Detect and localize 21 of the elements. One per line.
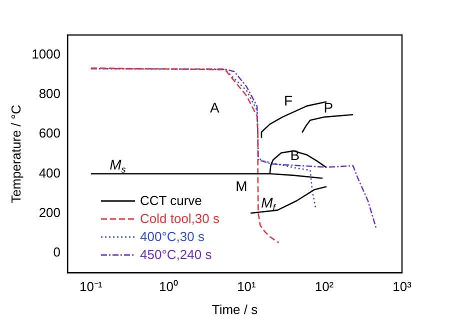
y-tick-label: 600	[38, 126, 61, 141]
x-tick-label: 10²	[314, 279, 334, 294]
annotation: M	[236, 178, 248, 194]
x-tick-label: 10⁰	[158, 279, 178, 294]
legend-label: 450°C,240 s	[140, 246, 212, 264]
y-tick-label: 0	[53, 244, 61, 260]
x-axis-title: Time / s	[212, 302, 258, 317]
x-tick-label: 10⁻¹	[80, 279, 103, 294]
legend-label: Cold tool,30 s	[140, 210, 220, 228]
x-tick-label: 10¹	[237, 279, 257, 294]
y-axis-title: Temperature / °C	[8, 104, 24, 204]
y-tick-label: 200	[38, 204, 61, 220]
y-tick-label: 400	[38, 165, 61, 180]
annotation: P	[324, 100, 334, 116]
annotation: A	[210, 100, 220, 116]
y-tick-label: 800	[38, 86, 61, 102]
y-tick-label: 1000	[32, 46, 61, 62]
annotation: F	[284, 92, 293, 108]
legend-label: 400°C,30 s	[140, 228, 204, 246]
x-tick-label: 10³	[392, 279, 412, 294]
legend-label: CCT curve	[140, 192, 202, 210]
